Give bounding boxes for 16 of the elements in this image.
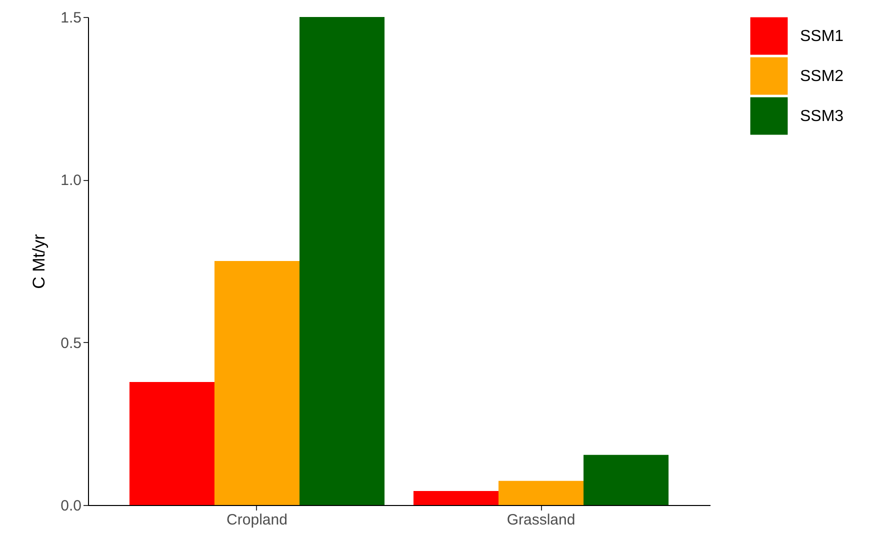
y-tick-label: 1.5 xyxy=(60,10,82,26)
bar xyxy=(498,480,584,505)
y-tick-label: 0.0 xyxy=(60,498,82,514)
y-axis-title: C Mt/yr xyxy=(30,234,49,289)
bar xyxy=(413,491,498,505)
x-tick-label: Grassland xyxy=(506,512,576,528)
bar xyxy=(214,261,300,505)
bar xyxy=(129,382,214,505)
x-tick-label: Cropland xyxy=(226,512,288,528)
legend-label: SSM1 xyxy=(800,28,844,45)
y-tick-label: 1.0 xyxy=(60,172,82,190)
legend-label: SSM3 xyxy=(800,108,844,125)
y-tick-label: 0.5 xyxy=(60,334,82,352)
legend-label: SSM2 xyxy=(800,68,844,85)
bar xyxy=(300,17,385,505)
bar xyxy=(584,454,669,505)
